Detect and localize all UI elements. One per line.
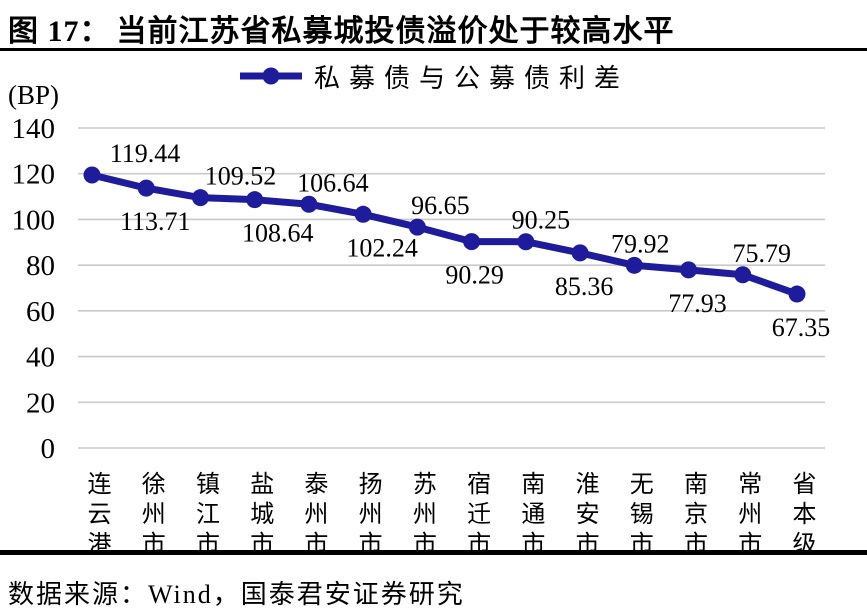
y-tick-label: 120	[12, 159, 56, 191]
data-point-marker	[408, 218, 426, 236]
figure-number: 图 17：	[8, 15, 111, 48]
data-source-note: 数据来源：Wind，国泰君安证券研究	[8, 580, 465, 609]
y-tick-label: 40	[26, 342, 55, 374]
data-point-label: 109.52	[205, 162, 277, 191]
data-point-label: 77.93	[668, 289, 727, 318]
y-tick-label: 80	[26, 250, 55, 282]
y-axis-unit-label: (BP)	[8, 80, 60, 110]
data-point-marker	[246, 191, 264, 209]
data-point-label: 90.29	[445, 261, 504, 290]
data-point-label: 67.35	[772, 313, 831, 342]
data-point-label: 85.36	[555, 272, 614, 301]
data-point-marker	[680, 261, 698, 279]
data-point-marker	[463, 233, 481, 251]
data-point-label: 96.65	[411, 191, 470, 220]
legend-line-marker-icon	[239, 67, 302, 85]
data-point-label: 90.25	[512, 206, 571, 235]
series-line	[88, 171, 801, 298]
data-point-marker	[83, 166, 101, 184]
data-point-label: 79.92	[611, 229, 670, 258]
bottom-divider	[0, 550, 867, 555]
legend-series-label: 私募债与公募债利差	[313, 63, 629, 93]
data-point-marker	[571, 244, 589, 262]
data-point-label: 119.44	[110, 139, 181, 168]
data-point-marker	[137, 179, 155, 197]
data-point-label: 113.71	[120, 207, 191, 236]
data-point-label: 108.64	[242, 219, 314, 248]
y-tick-label: 140	[12, 113, 56, 145]
data-point-marker	[300, 195, 318, 213]
figure-title-text: 当前江苏省私募城投债溢价处于较高水平	[116, 15, 675, 48]
data-point-label: 102.24	[346, 233, 418, 262]
y-tick-label: 100	[12, 204, 56, 236]
data-point-marker	[354, 205, 372, 223]
data-point-label: 106.64	[297, 168, 369, 197]
figure-title: 图 17： 当前江苏省私募城投债溢价处于较高水平	[8, 6, 860, 50]
y-tick-label: 20	[26, 387, 55, 419]
title-divider	[0, 48, 867, 51]
y-tick-label: 0	[41, 433, 56, 465]
data-point-marker	[788, 285, 806, 303]
data-point-marker	[517, 233, 535, 251]
chart-legend: 私募债与公募债利差	[0, 58, 867, 94]
data-point-marker	[191, 189, 209, 207]
data-point-marker	[625, 256, 643, 274]
data-point-marker	[734, 266, 752, 284]
data-point-label: 75.79	[733, 239, 792, 268]
y-tick-label: 60	[26, 296, 55, 328]
